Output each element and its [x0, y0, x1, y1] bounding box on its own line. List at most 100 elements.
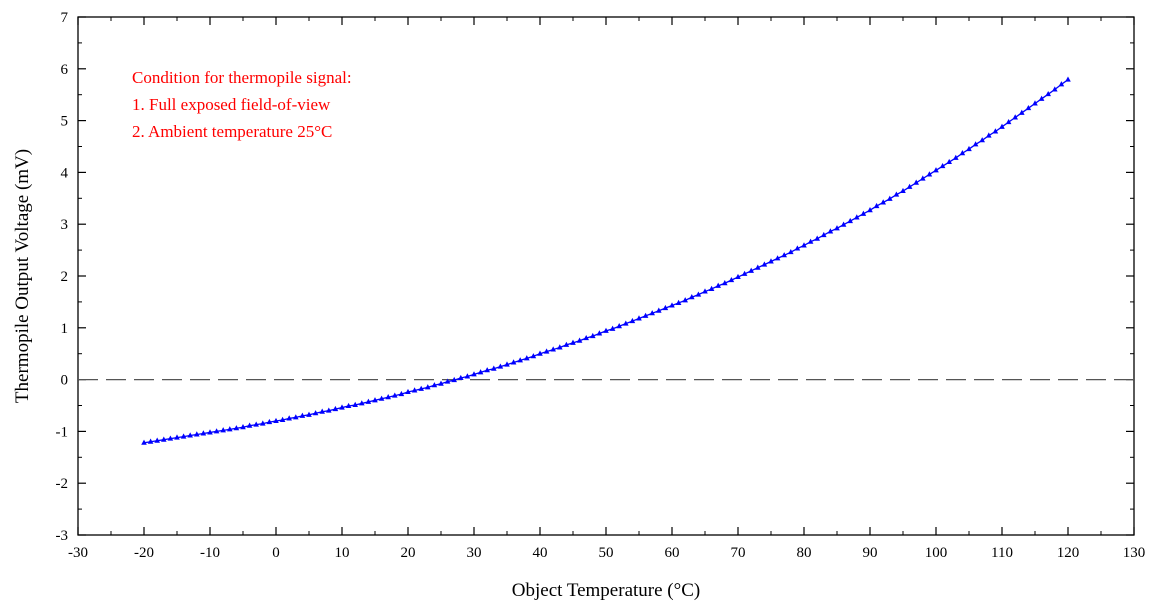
data-point-marker: [656, 307, 662, 313]
data-point-marker: [926, 171, 933, 177]
data-point-marker: [398, 390, 405, 397]
data-point-marker: [352, 401, 358, 407]
data-point-marker: [847, 217, 853, 224]
data-point-marker: [616, 323, 622, 329]
data-point-marker: [702, 288, 708, 294]
data-point-marker: [675, 299, 682, 305]
y-axis-title: Thermopile Output Voltage (mV): [12, 149, 33, 403]
data-point-marker: [755, 264, 761, 270]
data-point-marker: [246, 422, 253, 428]
data-point-marker: [609, 325, 616, 331]
data-point-marker: [590, 332, 596, 339]
data-point-marker: [477, 369, 484, 375]
data-point-marker: [781, 252, 787, 258]
data-point-marker: [583, 334, 589, 341]
x-tick-label: 110: [991, 545, 1013, 561]
data-point-marker: [200, 430, 207, 436]
x-tick-label: -30: [68, 545, 88, 561]
data-point-marker: [814, 235, 820, 241]
data-point-marker: [359, 400, 365, 406]
data-point-marker: [306, 411, 312, 417]
data-point-marker: [557, 344, 563, 350]
data-point-marker: [504, 361, 510, 367]
data-point-marker: [213, 428, 220, 434]
data-point-marker: [273, 417, 279, 424]
data-point-marker: [464, 373, 471, 379]
y-tick-label: 0: [61, 373, 69, 389]
data-point-marker: [319, 408, 325, 414]
data-point-marker: [1005, 118, 1012, 125]
data-point-marker: [992, 128, 999, 134]
data-point-marker: [669, 302, 675, 308]
data-point-marker: [537, 350, 543, 356]
condition-annotation: Condition for thermopile signal: 1. Full…: [132, 68, 352, 141]
data-point-marker: [854, 214, 860, 220]
data-point-marker: [1065, 76, 1071, 82]
x-tick-label: -20: [134, 545, 154, 561]
data-point-marker: [550, 346, 556, 352]
x-tick-label: 30: [467, 545, 482, 561]
data-point-marker: [623, 320, 629, 326]
data-point-marker: [517, 357, 523, 363]
annotation-line-1: Condition for thermopile signal:: [132, 68, 352, 87]
data-point-marker: [728, 276, 735, 283]
data-point-marker: [279, 416, 286, 422]
data-point-marker: [834, 225, 840, 231]
data-point-marker: [372, 397, 378, 403]
data-point-marker: [497, 363, 504, 369]
data-point-marker: [682, 297, 688, 303]
data-point-marker: [220, 427, 226, 433]
data-point-marker: [365, 398, 372, 404]
data-point-marker: [972, 141, 979, 147]
data-point-marker: [570, 339, 576, 345]
data-point-marker: [260, 420, 266, 426]
x-tick-label: -10: [200, 545, 220, 561]
data-point-marker: [939, 162, 946, 169]
data-point-marker: [471, 371, 477, 377]
data-series: [141, 76, 1071, 445]
data-point-marker: [524, 355, 530, 361]
data-point-marker: [893, 191, 900, 197]
data-point-marker: [689, 294, 695, 300]
data-point-marker: [167, 435, 174, 441]
data-point-marker: [240, 424, 246, 430]
data-point-marker: [339, 404, 345, 410]
data-point-marker: [748, 267, 754, 273]
y-tick-label: 4: [61, 165, 69, 181]
annotation-line-3: 2. Ambient temperature 25°C: [132, 122, 332, 141]
data-point-marker: [491, 365, 497, 371]
data-point-marker: [636, 315, 642, 321]
data-point-marker: [207, 429, 213, 435]
data-point-marker: [642, 312, 649, 318]
data-point-marker: [695, 291, 702, 297]
data-point-marker: [444, 378, 451, 384]
data-point-marker: [543, 348, 550, 354]
data-point-marker: [458, 374, 464, 381]
data-point-marker: [1045, 90, 1051, 97]
y-tick-label: 3: [61, 217, 69, 233]
data-point-marker: [405, 388, 411, 395]
x-tick-label: 100: [925, 545, 948, 561]
data-point-marker: [807, 238, 814, 244]
data-point-marker: [715, 282, 721, 288]
data-point-marker: [596, 330, 603, 336]
data-point-marker: [662, 304, 669, 311]
data-point-marker: [332, 405, 339, 412]
data-point-marker: [345, 402, 352, 409]
x-tick-label: 90: [863, 545, 878, 561]
x-tick-label: 40: [533, 545, 548, 561]
data-point-marker: [141, 439, 147, 445]
data-point-marker: [187, 432, 193, 438]
data-point-marker: [194, 431, 200, 437]
data-point-marker: [867, 207, 873, 213]
x-tick-label: 50: [599, 545, 614, 561]
data-point-marker: [1019, 109, 1025, 115]
data-point-marker: [933, 167, 939, 173]
data-point-marker: [227, 426, 233, 432]
data-point-marker: [761, 261, 768, 267]
data-point-marker: [873, 202, 880, 209]
data-point-marker: [735, 273, 741, 280]
data-point-marker: [860, 210, 867, 216]
data-point-marker: [431, 382, 438, 388]
